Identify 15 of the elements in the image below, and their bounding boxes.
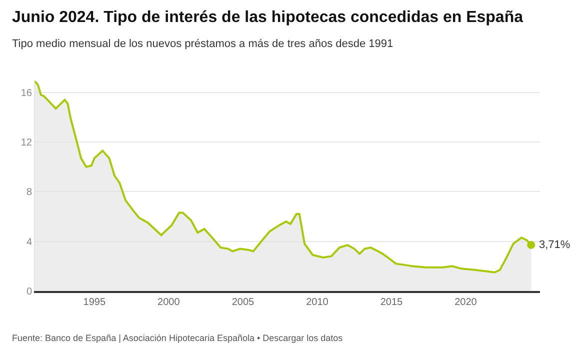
- y-tick-label: 12: [20, 138, 32, 149]
- x-tick-label: 2015: [380, 296, 404, 308]
- y-tick-label: 4: [26, 236, 32, 248]
- y-tick-label: 0: [26, 286, 32, 298]
- chart-title: Junio 2024. Tipo de interés de las hipotecas concedidas en España: [12, 9, 524, 26]
- x-tick-label: 2000: [158, 296, 180, 308]
- x-tick-label: 1995: [83, 296, 106, 308]
- x-tick-label: 2005: [232, 296, 254, 308]
- x-tick-label: 2020: [454, 296, 478, 308]
- source-note: Fuente: Banco de España | Asociación Hipotecaria Española • Descargar los datos: [12, 333, 344, 343]
- y-tick-label: 16: [20, 88, 32, 99]
- y-tick-label: 8: [26, 187, 32, 198]
- annotation: 3,71%: [539, 239, 570, 251]
- chart-subtitle: Tipo medio mensual de los nuevos préstamos a más de tres años desde 1991: [12, 38, 394, 50]
- x-tick-label: 2010: [306, 296, 329, 308]
